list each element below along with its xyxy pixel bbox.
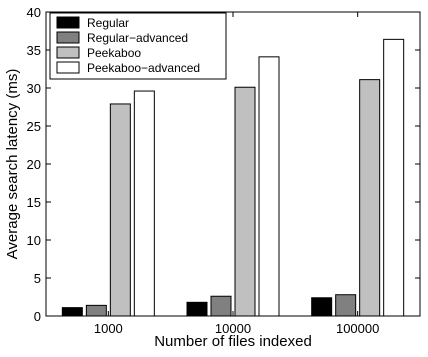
bar-regular-10000 bbox=[186, 301, 208, 317]
legend-label: Regular−advanced bbox=[87, 31, 188, 45]
y-tick-label: 35 bbox=[27, 43, 41, 58]
bar-peekaboo-100000 bbox=[359, 79, 381, 317]
legend-label: Peekaboo bbox=[87, 46, 141, 60]
y-tick-label: 40 bbox=[27, 5, 41, 20]
bars-layer bbox=[61, 38, 405, 317]
bar-regular-advanced-1000 bbox=[85, 304, 107, 317]
bar-regular-advanced-100000 bbox=[335, 294, 357, 317]
x-tick-label: 1000 bbox=[94, 321, 123, 336]
legend-label: Peekaboo−advanced bbox=[87, 61, 200, 75]
x-tick-label: 10000 bbox=[215, 321, 251, 336]
legend-swatch bbox=[56, 31, 80, 44]
x-axis-label: Number of files indexed bbox=[154, 333, 312, 350]
legend-label: Regular bbox=[87, 16, 129, 30]
y-tick-label: 30 bbox=[27, 81, 41, 96]
y-tick-label: 20 bbox=[27, 157, 41, 172]
y-tick-label: 25 bbox=[27, 119, 41, 134]
bar-regular-1000 bbox=[61, 307, 83, 317]
bar-peekaboo-advanced-100000 bbox=[383, 38, 405, 317]
bar-peekaboo-10000 bbox=[234, 86, 256, 317]
y-tick-label: 0 bbox=[34, 309, 41, 324]
bar-regular-100000 bbox=[311, 297, 333, 317]
bar-peekaboo-advanced-10000 bbox=[258, 56, 280, 317]
bar-peekaboo-advanced-1000 bbox=[133, 90, 155, 317]
legend-swatch bbox=[56, 16, 80, 29]
axis-layer: 1000 10000 100000 0 5 10 15 20 25 30 35 40 bbox=[27, 5, 420, 336]
y-axis-label: Average search latency (ms) bbox=[4, 69, 21, 260]
x-tick-label: 100000 bbox=[336, 321, 379, 336]
bar-peekaboo-1000 bbox=[109, 103, 131, 317]
bar-regular-advanced-10000 bbox=[210, 295, 232, 317]
legend-swatch bbox=[56, 61, 80, 74]
legend-swatch bbox=[56, 46, 80, 59]
legend: RegularRegular−advancedPeekabooPeekaboo−… bbox=[49, 12, 227, 80]
y-tick-label: 15 bbox=[27, 195, 41, 210]
y-tick-label: 10 bbox=[27, 233, 41, 248]
y-tick-label: 5 bbox=[34, 271, 41, 286]
